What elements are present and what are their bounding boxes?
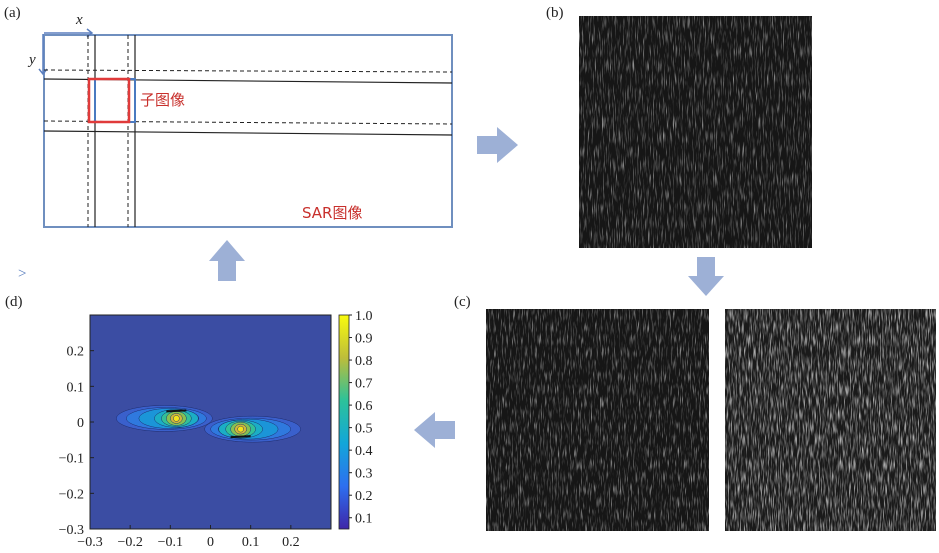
y-axis-label: y <box>29 52 36 68</box>
x-axis-ticks: −0.3 −0.2 −0.1 0 0.1 0.2 <box>77 525 300 550</box>
colorbar-tick-label: 0.8 <box>355 354 373 369</box>
y-axis-ticks: 0.2 0.1 0 −0.1 −0.2 −0.3 <box>59 345 94 538</box>
sar-subimage-b <box>579 16 812 248</box>
x-axis-label: x <box>76 12 83 28</box>
sub-image-label: 子图像 <box>140 91 186 109</box>
colorbar-tick-label: 0.5 <box>355 422 373 437</box>
x-tick-label: −0.1 <box>158 535 183 550</box>
spectral-peaks <box>116 405 301 443</box>
speckle-texture-c2 <box>725 309 936 531</box>
x-tick-label: 0 <box>207 535 214 550</box>
colorbar-tick-label: 0.4 <box>355 444 373 459</box>
colorbar-tick-label: 0.9 <box>355 332 373 347</box>
panel-b-label: (b) <box>546 5 564 21</box>
y-tick-label: 0.2 <box>67 345 85 360</box>
colorbar <box>338 314 350 530</box>
colorbar-tick-label: 0.3 <box>355 467 373 482</box>
speckle-texture-c1 <box>486 309 709 531</box>
panel-d-label: (d) <box>5 294 23 310</box>
colorbar-tick-label: 0.2 <box>355 489 373 504</box>
panel-c-label: (c) <box>454 294 471 310</box>
colorbar-ticks: 1.0 0.9 0.8 0.7 0.6 0.5 0.4 0.3 0.2 0.1 <box>349 309 373 527</box>
y-tick-label: 0 <box>77 416 84 431</box>
contour-level <box>173 415 180 422</box>
peak-marker <box>230 435 251 439</box>
sar-look-1 <box>486 309 709 531</box>
colorbar-tick-label: 0.6 <box>355 399 373 414</box>
x-tick-label: 0.2 <box>282 535 300 550</box>
y-tick-label: −0.3 <box>59 523 84 538</box>
y-tick-label: −0.2 <box>59 487 84 502</box>
colorbar-tick-label: 1.0 <box>355 309 373 324</box>
peak-marker <box>166 409 187 413</box>
contour-level <box>237 425 244 433</box>
spectral-peak <box>116 405 213 432</box>
sar-image-label: SAR图像 <box>302 204 363 222</box>
arrow-up <box>209 240 245 281</box>
arrow-down <box>688 257 724 296</box>
speckle-texture-b <box>579 16 812 248</box>
colorbar-tick-label: 0.1 <box>355 512 373 527</box>
panel-a-label: (a) <box>4 5 21 21</box>
small-arrow-glyph: > <box>18 266 27 282</box>
y-tick-label: 0.1 <box>67 380 85 395</box>
spectral-peak <box>204 415 301 443</box>
arrow-right <box>477 127 518 163</box>
y-tick-label: −0.1 <box>59 452 84 467</box>
arrow-left <box>414 412 455 448</box>
sar-grid-lines <box>38 28 453 227</box>
x-tick-label: 0.1 <box>242 535 260 550</box>
x-tick-label: −0.2 <box>117 535 142 550</box>
spectrum-chart: −0.3 −0.2 −0.1 0 0.1 0.2 0.20.10−0.1−0.2−0.3 … <box>59 309 373 550</box>
colorbar-tick-label: 0.7 <box>355 377 373 392</box>
x-tick-label: −0.3 <box>77 535 102 550</box>
sar-look-2 <box>725 309 936 531</box>
